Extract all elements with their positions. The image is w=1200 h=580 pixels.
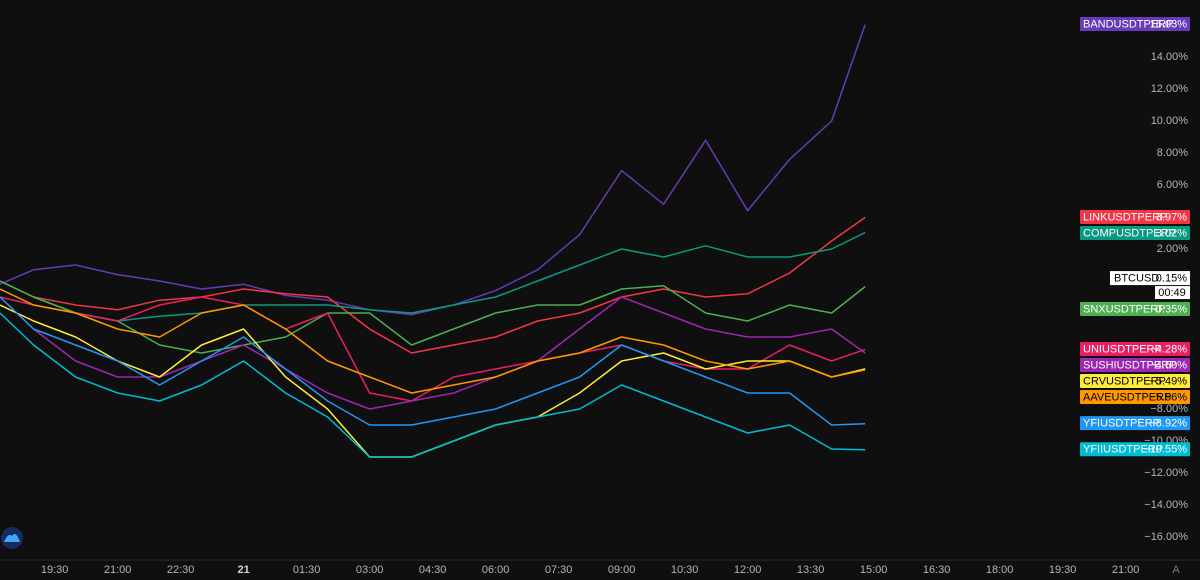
price-tag [1080, 442, 1190, 457]
x-tick-label: 21 [237, 564, 249, 576]
price-tag [1080, 302, 1190, 317]
y-tick-label: 14.00% [1151, 51, 1189, 63]
x-tick-label: 10:30 [671, 564, 699, 576]
price-tag-value: −0.35% [1149, 303, 1187, 315]
x-tick-label: 21:00 [1112, 564, 1140, 576]
x-tick-label: 18:00 [986, 564, 1014, 576]
x-tick-label: 07:30 [545, 564, 573, 576]
logo-icon[interactable] [4, 534, 20, 542]
price-tag [1080, 16, 1190, 31]
x-tick-label: 04:30 [419, 564, 447, 576]
price-tag-name: UNIUSDTPERP [1083, 343, 1162, 355]
x-tick-label: 12:00 [734, 564, 762, 576]
y-tick-label: 6.00% [1157, 179, 1188, 191]
countdown-box [1155, 286, 1190, 300]
logo[interactable] [1, 527, 23, 549]
x-tick-label: 16:30 [923, 564, 951, 576]
price-tag-name: SNXUSDTPERP [1083, 303, 1166, 315]
price-tag [1080, 341, 1190, 356]
y-tick-label: 8.00% [1157, 147, 1188, 159]
x-tick-label: 06:00 [482, 564, 510, 576]
price-tag-value: 3.02% [1156, 227, 1187, 239]
price-tag-value: −10.55% [1143, 444, 1187, 456]
x-tick-label: 19:30 [41, 564, 69, 576]
price-tag-name: COMPUSDTPERP [1083, 227, 1176, 239]
price-tag-name: LINKUSDTPERP [1083, 211, 1167, 223]
price-tag [1080, 416, 1190, 431]
price-tag-value: −4.50% [1149, 359, 1187, 371]
x-tick-label: 13:30 [797, 564, 825, 576]
price-tag-value: 16.03% [1150, 18, 1188, 30]
price-tag-name: CRVUSDTPERP [1083, 375, 1166, 387]
series-line [0, 296, 866, 426]
y-tick-label: −16.00% [1144, 531, 1188, 543]
y-tick-label: −8.00% [1150, 403, 1188, 415]
price-tag-name: AAVEUSDTPERP [1083, 391, 1171, 403]
series-line [0, 24, 866, 316]
auto-scale-button[interactable]: A [1172, 564, 1180, 576]
y-tick-label: 12.00% [1151, 83, 1189, 95]
series-line [0, 312, 866, 458]
y-tick-label: −12.00% [1144, 467, 1188, 479]
main-tag-value: 0.15% [1156, 272, 1187, 284]
price-tag [1080, 389, 1190, 404]
series-line [0, 231, 866, 322]
main-tag-name: BTCUSD [1114, 272, 1159, 284]
price-tag [1080, 209, 1190, 224]
series-line [0, 296, 866, 410]
y-tick-label: 2.00% [1157, 243, 1188, 255]
x-tick-label: 19:30 [1049, 564, 1077, 576]
x-tick-label: 15:00 [860, 564, 888, 576]
price-tag-value: −8.92% [1149, 418, 1187, 430]
price-tag-value: −5.49% [1149, 375, 1187, 387]
x-tick-label: 03:00 [356, 564, 384, 576]
price-tag-name: YFIIUSDTPERP [1083, 444, 1163, 456]
price-tag-value: −4.28% [1149, 343, 1187, 355]
price-tag [1080, 357, 1190, 372]
main-tag [1110, 271, 1190, 286]
y-tick-label: −14.00% [1144, 499, 1188, 511]
price-tag-name: BANDUSDTPERP [1083, 18, 1173, 30]
x-tick-label: 09:00 [608, 564, 636, 576]
x-tick-label: 01:30 [293, 564, 321, 576]
price-tag-value: 3.97% [1156, 211, 1187, 223]
x-tick-label: 22:30 [167, 564, 195, 576]
price-tag [1080, 373, 1190, 388]
series-line [0, 288, 866, 394]
series-line [0, 216, 866, 354]
price-tag-name: SUSHIUSDTPERP [1083, 359, 1177, 371]
price-tag-value: −5.56% [1149, 391, 1187, 403]
price-tag-name: YFIUSDTPERP [1083, 418, 1160, 430]
x-tick-label: 21:00 [104, 564, 132, 576]
countdown: 00:49 [1158, 287, 1186, 299]
price-tag [1080, 225, 1190, 240]
y-tick-label: 10.00% [1151, 115, 1189, 127]
